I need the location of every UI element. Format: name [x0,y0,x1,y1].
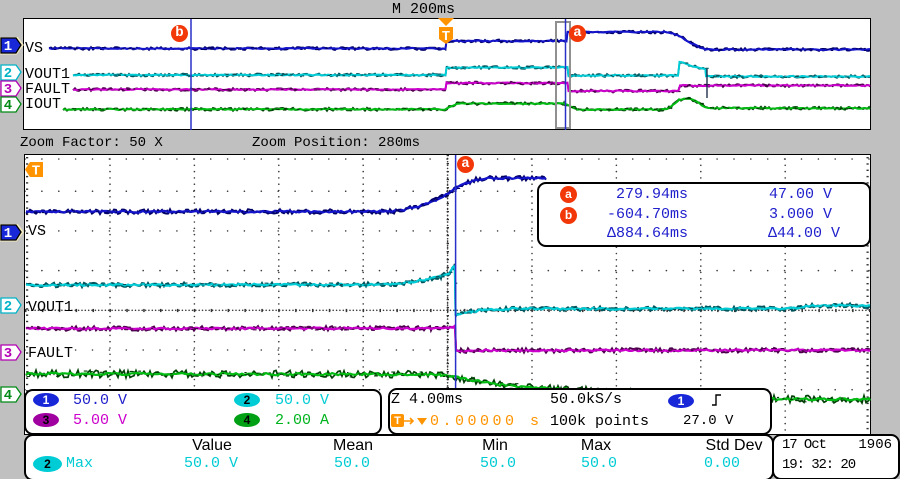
svg-text:2: 2 [4,66,12,82]
svg-text:2: 2 [4,299,12,315]
svg-text:1: 1 [4,39,12,55]
svg-text:4: 4 [4,98,12,114]
svg-text:3: 3 [4,82,12,98]
svg-text:1: 1 [4,226,12,242]
svg-text:3: 3 [4,346,12,362]
svg-text:4: 4 [4,388,12,404]
svg-text:T: T [442,29,450,45]
svg-text:T: T [32,164,40,180]
